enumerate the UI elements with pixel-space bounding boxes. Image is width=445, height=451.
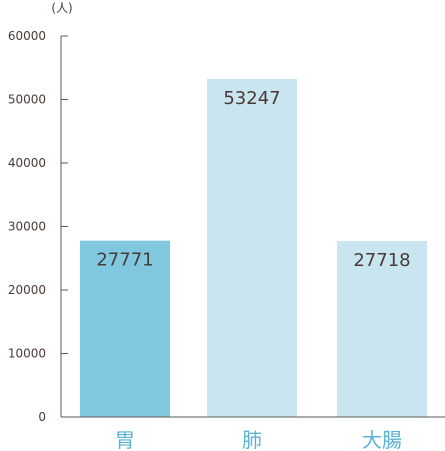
- bar-value-label: 53247: [223, 88, 280, 109]
- category-label: 大腸: [362, 428, 402, 451]
- y-tick-label: 40000: [8, 156, 46, 170]
- bar-3: [337, 240, 427, 417]
- y-tick-label: 20000: [8, 283, 46, 297]
- y-tick-label: 60000: [8, 29, 46, 43]
- bar-2: [207, 78, 297, 417]
- y-tick-label: 30000: [8, 220, 46, 234]
- bar-value-label: 27771: [96, 250, 153, 271]
- bar-1: [80, 240, 170, 417]
- category-label: 肺: [242, 428, 262, 451]
- bar-value-label: 27718: [353, 250, 410, 271]
- category-label: 胃: [115, 428, 135, 451]
- y-unit-label: (人): [51, 1, 72, 15]
- y-tick-label: 10000: [8, 347, 46, 361]
- y-tick-label: 0: [38, 410, 46, 424]
- y-tick-label: 50000: [8, 93, 46, 107]
